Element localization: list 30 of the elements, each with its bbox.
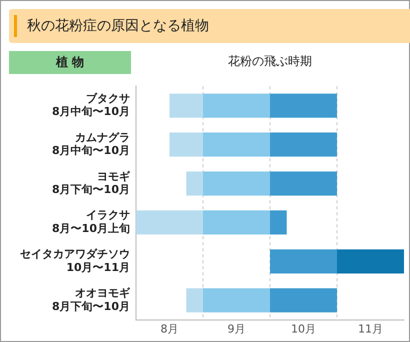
y-tick-label: イラクサ 8月〜10月上旬 xyxy=(52,208,130,235)
bar xyxy=(270,94,337,118)
x-tick-label: 8月 xyxy=(160,322,178,336)
y-tick-label: ブタクサ 8月中旬〜10月 xyxy=(52,92,130,118)
x-axis-title: 花粉の飛ぶ時期 xyxy=(227,53,313,70)
bar xyxy=(203,288,270,312)
x-tick-label: 9月 xyxy=(228,322,246,336)
bar xyxy=(136,210,203,235)
y-axis-title: 植 物 xyxy=(9,51,131,74)
bar xyxy=(270,249,337,274)
x-tick-label: 10月 xyxy=(291,322,316,336)
bar xyxy=(270,171,337,196)
y-tick-label: オオヨモギ 8月下旬〜10月 xyxy=(52,286,131,313)
chart-title: 秋の花粉症の原因となる植物 xyxy=(9,9,410,43)
bar xyxy=(186,171,203,196)
y-tick-label: ヨモギ 8月下旬〜10月 xyxy=(52,170,131,196)
bar xyxy=(270,132,337,157)
x-tick-label: 11月 xyxy=(358,322,383,336)
bar xyxy=(203,132,270,157)
bar xyxy=(203,171,270,196)
bar xyxy=(270,288,337,312)
y-tick-label: セイタカアワダチソウ 10月〜11月 xyxy=(20,248,130,274)
bar xyxy=(203,94,270,118)
y-tick-label: カムナグラ 8月中旬〜10月 xyxy=(52,130,130,158)
bar xyxy=(203,210,270,235)
bar xyxy=(186,288,203,312)
bar xyxy=(270,210,287,235)
bar xyxy=(170,132,203,157)
bar xyxy=(170,94,203,118)
bar xyxy=(337,249,404,274)
